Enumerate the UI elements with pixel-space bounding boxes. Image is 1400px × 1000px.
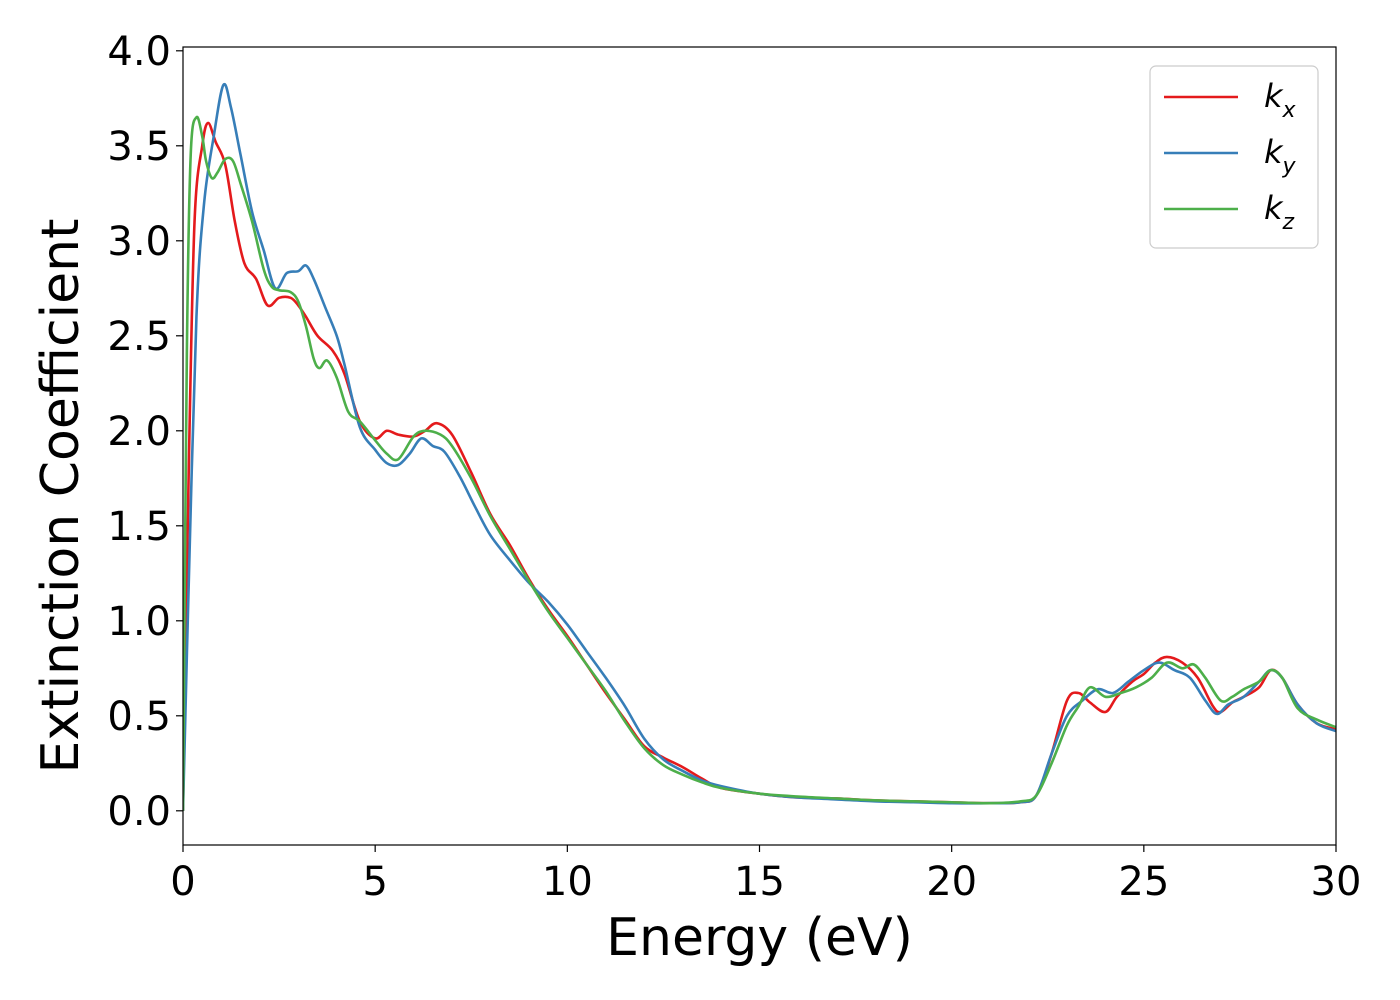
plot-area (183, 82, 1336, 811)
legend-label-kx: kx (1264, 77, 1297, 123)
x-axis-title: Energy (eV) (606, 908, 913, 968)
y-tick-label: 3.5 (107, 124, 171, 170)
y-tick-label: 1.5 (107, 504, 171, 550)
tick-marks: 0 5 10 15 20 25 30 0.0 0.5 1.0 1.5 2.0 2.5 3.0 3.5 4.0 (107, 29, 1361, 905)
legend-label-kz: kz (1264, 189, 1295, 235)
x-tick-label: 20 (926, 859, 977, 905)
x-tick-label: 15 (734, 859, 785, 905)
y-tick-label: 4.0 (107, 29, 171, 75)
y-tick-label: 3.0 (107, 219, 171, 265)
x-tick-label: 10 (542, 859, 593, 905)
y-tick-label: 0.5 (107, 694, 171, 740)
y-tick-label: 0.0 (107, 789, 171, 835)
legend: kx ky kz (1149, 65, 1319, 249)
legend-box (1149, 65, 1319, 249)
series-line-ky (183, 82, 1336, 811)
y-tick-label: 2.5 (107, 314, 171, 360)
x-tick-label: 25 (1118, 859, 1169, 905)
y-tick-label: 1.0 (107, 599, 171, 645)
x-tick-label: 30 (1311, 859, 1362, 905)
y-tick-label: 2.0 (107, 409, 171, 455)
x-tick-label: 0 (170, 859, 195, 905)
x-tick-label: 5 (362, 859, 387, 905)
y-axis-title: Extinction Coefficient (31, 219, 91, 774)
legend-label-ky: ky (1264, 133, 1297, 179)
series-line-kz (183, 115, 1336, 811)
